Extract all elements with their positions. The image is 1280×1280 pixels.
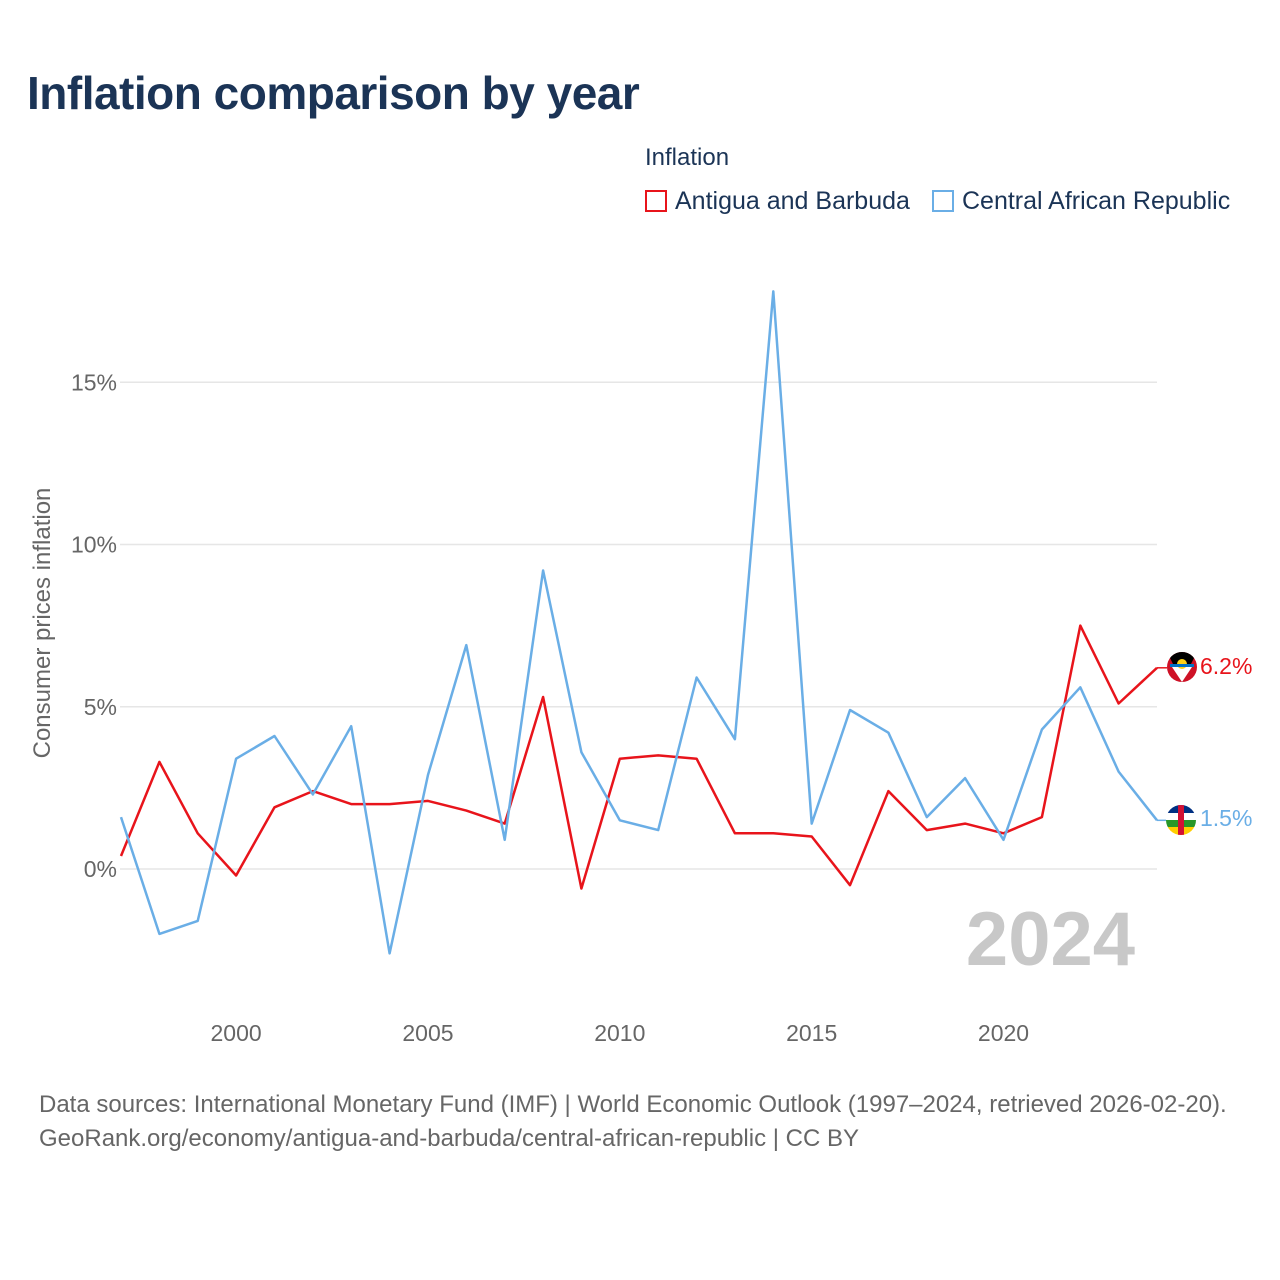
year-watermark: 2024 [966, 897, 1135, 982]
y-tick-label: 5% [84, 694, 117, 720]
central-african-republic-flag-icon [1166, 805, 1196, 835]
x-tick-label: 2000 [211, 1020, 262, 1046]
legend-label-car: Central African Republic [962, 186, 1231, 215]
gridlines [120, 381, 1157, 870]
legend-item-car[interactable]: Central African Republic [932, 186, 1230, 216]
legend-swatch-antigua [645, 190, 667, 212]
chart-title: Inflation comparison by year [27, 67, 640, 119]
y-tick-labels: 0% 5% 10% 15% [71, 369, 117, 882]
footer-sources: Data sources: International Monetary Fun… [39, 1091, 1227, 1118]
footer: Data sources: International Monetary Fun… [39, 1088, 1249, 1156]
end-label-car: 1.5% [1200, 805, 1252, 831]
end-label-antigua: 6.2% [1200, 653, 1252, 679]
x-tick-label: 2010 [594, 1020, 645, 1046]
x-tick-labels: 2000 2005 2010 2015 2020 [211, 1020, 1030, 1046]
x-tick-label: 2005 [402, 1020, 453, 1046]
y-tick-label: 10% [71, 532, 117, 558]
y-tick-label: 0% [84, 856, 117, 882]
series-lines [119, 290, 1167, 955]
footer-link[interactable]: GeoRank.org/economy/antigua-and-barbuda/… [39, 1125, 859, 1152]
line-chart: 0% 5% 10% 15% 2000 2005 2010 2015 2020 2024 6.2… [29, 290, 1252, 1046]
legend-item-antigua[interactable]: Antigua and Barbuda [645, 186, 910, 216]
legend-title: Inflation [645, 144, 730, 171]
y-tick-label: 15% [71, 369, 117, 395]
x-tick-label: 2020 [978, 1020, 1029, 1046]
y-axis-label: Consumer prices inflation [29, 488, 56, 759]
legend-swatch-car [932, 190, 954, 212]
antigua-flag-icon [1167, 652, 1197, 682]
x-tick-label: 2015 [786, 1020, 837, 1046]
legend-label-antigua: Antigua and Barbuda [675, 186, 910, 215]
series-line-car[interactable] [119, 290, 1158, 955]
series-line-antigua[interactable] [119, 624, 1158, 890]
